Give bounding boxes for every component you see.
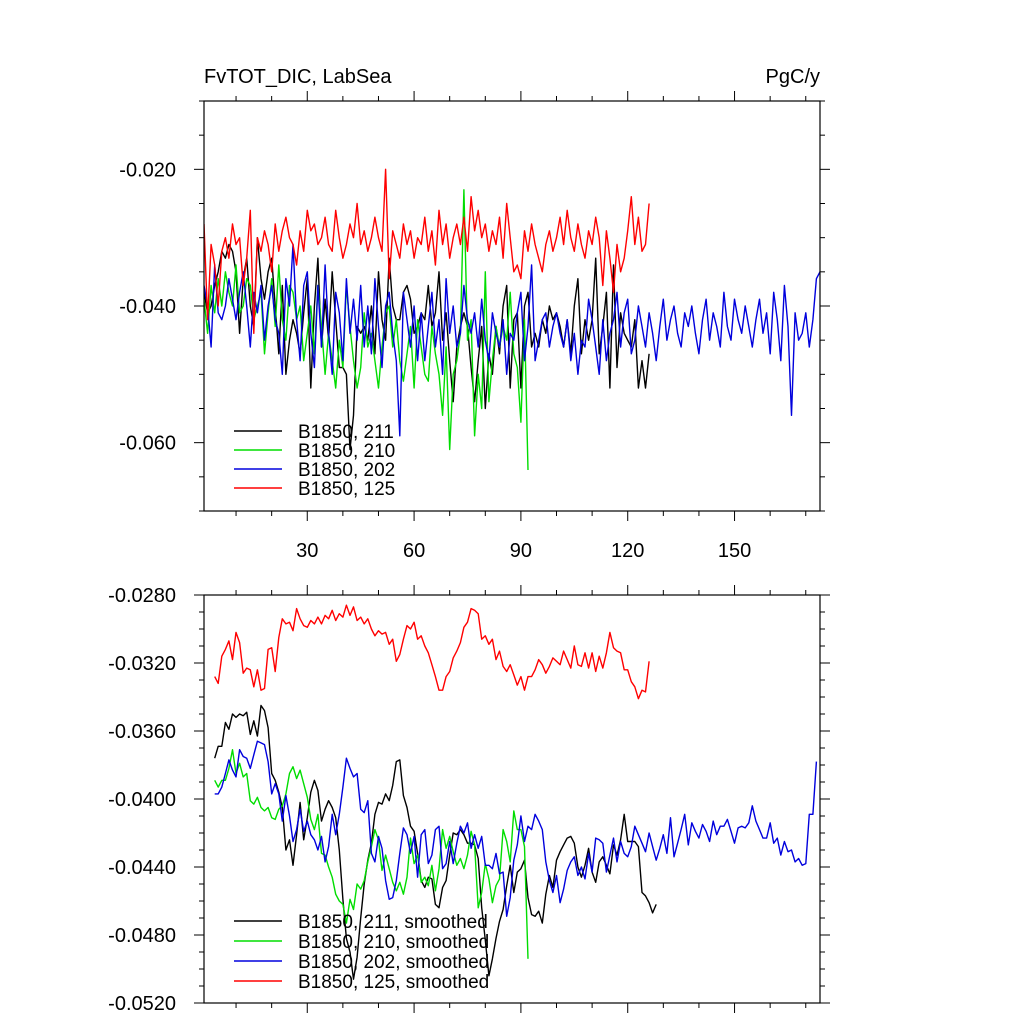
y-tick-label: -0.0520 [108,993,176,1015]
y-tick-label: -0.0360 [108,721,176,743]
y-tick-label: -0.0280 [108,585,176,607]
y-tick-label: -0.060 [119,433,176,455]
x-tick-label: 150 [718,540,751,562]
bottom-panel: -0.0280 -0.0320 -0.0360 -0.0400 -0.0440 -0.04… [108,585,830,1015]
series-group [214,604,818,980]
legend-label: B1850, 211 [298,422,394,443]
y-tick-label: -0.0440 [108,857,176,879]
legend-label: B1850, 210, smoothed [298,932,489,953]
series-line-b1850-202-smoothed [214,740,818,917]
y-tick-label: -0.0400 [108,789,176,811]
x-tick-label: 30 [296,540,318,562]
legend-label: B1850, 125, smoothed [298,972,489,993]
series-group [204,168,820,471]
y-tick-label: -0.040 [119,296,176,318]
legend-label: B1850, 202 [298,460,395,481]
legend-label: B1850, 211, smoothed [298,912,488,933]
plot-frame [203,594,821,1004]
legend-label: B1850, 202, smoothed [298,952,489,973]
series-line-b1850-125 [204,168,650,334]
x-tick-label: 60 [403,540,425,562]
x-tick-label: 90 [510,540,532,562]
top-panel: FvTOT_DIC, LabSea PgC/y 30 60 90 120 150 -0.0… [119,66,830,562]
series-line-b1850-202 [204,243,820,437]
top-panel-title: FvTOT_DIC, LabSea [204,66,392,88]
x-tick-label: 120 [611,540,644,562]
series-line-b1850-125-smoothed [214,604,650,700]
y-tick-label: -0.0480 [108,925,176,947]
top-panel-units: PgC/y [766,66,820,88]
y-tick-label: -0.020 [119,159,176,181]
legend-label: B1850, 125 [298,479,395,500]
legend-label: B1850, 210 [298,441,395,462]
y-tick-label: -0.0320 [108,653,176,675]
series-line-b1850-211 [204,236,650,451]
